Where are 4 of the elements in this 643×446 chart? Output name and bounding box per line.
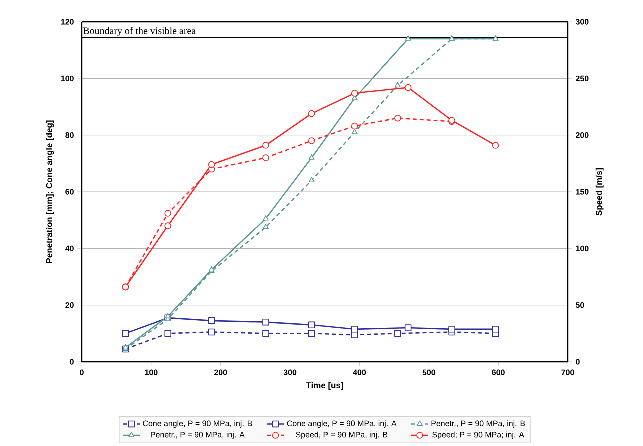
ref-line-label: Boundary of the visible area <box>83 27 196 36</box>
x-axis-title: Time [us] <box>306 382 344 390</box>
y2-axis-title: Speed [m/s] <box>596 168 604 216</box>
y-axis-title: Penetration [mm]; Cone angle [deg] <box>46 120 54 264</box>
